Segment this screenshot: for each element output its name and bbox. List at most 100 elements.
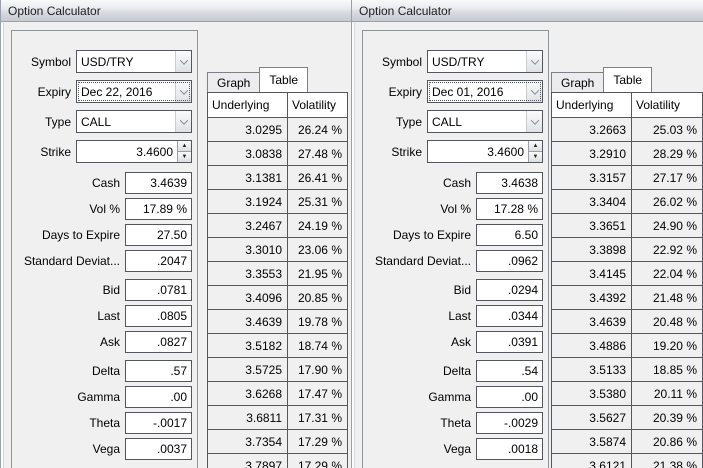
expiry-select[interactable]: Dec 01, 2016	[427, 80, 543, 103]
field-value-input[interactable]: .0344	[476, 305, 543, 327]
table-row[interactable]: 3.5133 18.85 %	[552, 358, 702, 382]
field-value-input[interactable]: .0294	[476, 279, 543, 301]
field-value-input[interactable]: .0391	[476, 331, 543, 353]
spin-down-icon[interactable]: ▼	[529, 152, 542, 162]
field-value-input[interactable]: 6.50	[476, 224, 543, 246]
title-bar[interactable]: Option Calculator	[352, 0, 703, 22]
strike-input[interactable]: 3.4600 ▲ ▼	[76, 140, 192, 163]
table-row[interactable]: 3.3010 23.06 %	[208, 238, 347, 262]
table-row[interactable]: 3.0838 27.48 %	[208, 142, 347, 166]
volatility-cell: 20.48 %	[652, 314, 697, 329]
table-row[interactable]: 3.6811 17.31 %	[208, 406, 347, 430]
underlying-cell: 3.4639	[552, 310, 632, 333]
field-row: Cash 3.4638	[352, 172, 550, 194]
table-row[interactable]: 3.7897 17.29 %	[208, 454, 347, 468]
volatility-column-header: Volatility	[292, 98, 337, 112]
field-value-input[interactable]: 3.4638	[476, 172, 543, 194]
table-row[interactable]: 3.3651 24.90 %	[552, 214, 702, 238]
field-value-input[interactable]: .0827	[125, 331, 192, 353]
type-select[interactable]: CALL	[76, 110, 192, 133]
underlying-cell: 3.2467	[208, 214, 288, 237]
type-dropdown-button[interactable]	[526, 111, 542, 132]
underlying-cell: 3.3010	[208, 238, 288, 261]
field-label: Cash	[442, 176, 471, 190]
table-row[interactable]: 3.4145 22.04 %	[552, 262, 702, 286]
table-row[interactable]: 3.6121 21.38 %	[552, 454, 702, 468]
field-value-input[interactable]: .2047	[125, 250, 192, 272]
table-row[interactable]: 3.5380 20.11 %	[552, 382, 702, 406]
table-row[interactable]: 3.4639 19.78 %	[208, 310, 347, 334]
table-row[interactable]: 3.2467 24.19 %	[208, 214, 347, 238]
table-row[interactable]: 3.3553 21.95 %	[208, 262, 347, 286]
table-row[interactable]: 3.2663 25.03 %	[552, 118, 702, 142]
table-body: 3.0295 26.24 % 3.0838 27.48 % 3.1381 26.…	[208, 118, 347, 468]
underlying-cell: 3.5380	[552, 382, 632, 405]
tab-table[interactable]: Table	[259, 67, 309, 92]
type-dropdown-button[interactable]	[175, 111, 191, 132]
field-value-input[interactable]: -.0029	[476, 412, 543, 434]
symbol-dropdown-button[interactable]	[175, 51, 191, 72]
title-bar[interactable]: Option Calculator	[1, 0, 351, 22]
field-label: Theta	[89, 416, 120, 430]
expiry-dropdown-button[interactable]	[526, 81, 542, 102]
table-row[interactable]: 3.4886 19.20 %	[552, 334, 702, 358]
table-row[interactable]: 3.7354 17.29 %	[208, 430, 347, 454]
symbol-select[interactable]: USD/TRY	[427, 50, 543, 73]
table-row[interactable]: 3.6268 17.47 %	[208, 382, 347, 406]
field-value-input[interactable]: -.0017	[125, 412, 192, 434]
expiry-select[interactable]: Dec 22, 2016	[76, 80, 192, 103]
field-value-input[interactable]: .00	[125, 386, 192, 408]
table-row[interactable]: 3.0295 26.24 %	[208, 118, 347, 142]
table-row[interactable]: 3.3157 27.17 %	[552, 166, 702, 190]
table-row[interactable]: 3.5725 17.90 %	[208, 358, 347, 382]
table-row[interactable]: 3.1924 25.31 %	[208, 190, 347, 214]
spin-up-icon[interactable]: ▲	[178, 141, 191, 152]
field-value-input[interactable]: 27.50	[125, 224, 192, 246]
strike-value: 3.4600	[136, 144, 173, 159]
spin-up-icon[interactable]: ▲	[529, 141, 542, 152]
table-row[interactable]: 3.4096 20.85 %	[208, 286, 347, 310]
table-row[interactable]: 3.5182 18.74 %	[208, 334, 347, 358]
underlying-cell: 3.7354	[208, 430, 288, 453]
field-value-input[interactable]: .00	[476, 386, 543, 408]
table-row[interactable]: 3.2910 28.29 %	[552, 142, 702, 166]
field-value-input[interactable]: 17.89 %	[125, 198, 192, 220]
volatility-cell: 22.92 %	[652, 242, 697, 257]
volatility-cell: 17.29 %	[297, 458, 342, 468]
table-row[interactable]: 3.4639 20.48 %	[552, 310, 702, 334]
field-label: Delta	[91, 364, 120, 378]
table-row[interactable]: 3.1381 26.41 %	[208, 166, 347, 190]
field-row: Standard Deviat... .2047	[1, 250, 199, 272]
field-value-input[interactable]: .0805	[125, 305, 192, 327]
underlying-cell: 3.3651	[552, 214, 632, 237]
table-row[interactable]: 3.3898 22.92 %	[552, 238, 702, 262]
tab-graph[interactable]: Graph	[551, 72, 605, 92]
field-group-market: Cash 3.4638 Vol % 17.28 % Days to Expire…	[352, 172, 550, 272]
underlying-cell: 3.5627	[552, 406, 632, 429]
field-value-input[interactable]: .57	[125, 360, 192, 382]
field-value-input[interactable]: 17.28 %	[476, 198, 543, 220]
table-row[interactable]: 3.5627 20.39 %	[552, 406, 702, 430]
field-row: Gamma .00	[352, 386, 550, 408]
symbol-select[interactable]: USD/TRY	[76, 50, 192, 73]
underlying-cell: 3.1924	[208, 190, 288, 213]
field-value-input[interactable]: .0781	[125, 279, 192, 301]
expiry-dropdown-button[interactable]	[175, 81, 191, 102]
field-value-input[interactable]: .54	[476, 360, 543, 382]
tab-graph[interactable]: Graph	[207, 72, 261, 92]
field-group-quotes: Bid .0294 Last .0344 Ask .0391	[352, 279, 550, 353]
table-row[interactable]: 3.5874 20.86 %	[552, 430, 702, 454]
table-row[interactable]: 3.3404 26.02 %	[552, 190, 702, 214]
type-select[interactable]: CALL	[427, 110, 543, 133]
underlying-cell: 3.2910	[552, 142, 632, 165]
field-value-input[interactable]: .0962	[476, 250, 543, 272]
strike-input[interactable]: 3.4600 ▲ ▼	[427, 140, 543, 163]
field-value-input[interactable]: .0018	[476, 438, 543, 460]
field-value-input[interactable]: .0037	[125, 438, 192, 460]
table-row[interactable]: 3.4392 21.48 %	[552, 286, 702, 310]
tab-table[interactable]: Table	[603, 67, 653, 92]
strike-row: Strike 3.4600 ▲ ▼	[1, 140, 199, 163]
spin-down-icon[interactable]: ▼	[178, 152, 191, 162]
field-value-input[interactable]: 3.4639	[125, 172, 192, 194]
symbol-dropdown-button[interactable]	[526, 51, 542, 72]
